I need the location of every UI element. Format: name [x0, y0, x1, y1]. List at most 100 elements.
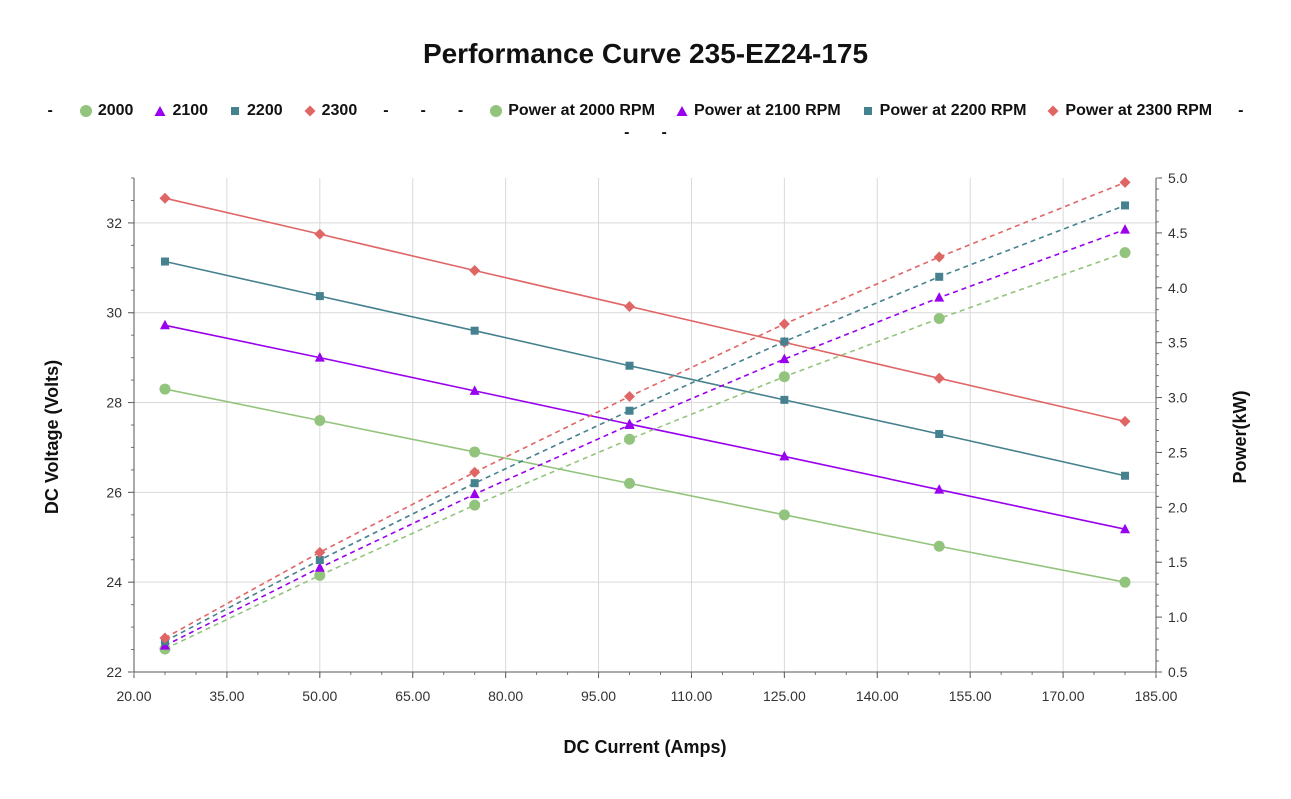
data-point-triangle[interactable]: [159, 319, 170, 330]
x-tick-label: 170.00: [1042, 688, 1085, 704]
x-tick-label: 20.00: [116, 688, 151, 704]
data-point-circle[interactable]: [1119, 247, 1131, 259]
legend-item-power-2300[interactable]: Power at 2300 RPM: [1046, 102, 1212, 120]
power-series-line: [164, 204, 1126, 642]
legend-dash: -: [661, 124, 667, 141]
x-tick-label: 35.00: [209, 688, 244, 704]
data-point-triangle[interactable]: [314, 562, 325, 572]
grid: [133, 178, 1157, 673]
legend-label: Power at 2000 RPM: [508, 102, 655, 119]
data-point-square[interactable]: [625, 406, 634, 415]
y2-tick-label: 0.5: [1168, 664, 1188, 680]
data-point-circle[interactable]: [624, 477, 636, 489]
legend-item-2000[interactable]: 2000: [79, 102, 133, 120]
data-point-diamond[interactable]: [314, 228, 326, 240]
data-point-square[interactable]: [1121, 471, 1130, 480]
data-point-triangle[interactable]: [934, 484, 945, 494]
data-point-triangle[interactable]: [1120, 523, 1131, 534]
series-0: [159, 383, 1131, 588]
data-point-circle[interactable]: [778, 509, 790, 521]
data-point-diamond[interactable]: [624, 390, 636, 402]
x-tick-label: 80.00: [488, 688, 523, 704]
legend: - 2000 2100 2200 2300 - - - Power at 200…: [0, 100, 1291, 144]
y2-tick-label: 4.5: [1168, 225, 1188, 241]
data-point-diamond[interactable]: [469, 265, 481, 277]
data-point-diamond[interactable]: [314, 546, 326, 558]
legend-dash: -: [47, 102, 53, 119]
data-point-triangle[interactable]: [469, 488, 480, 499]
data-point-circle[interactable]: [1119, 576, 1131, 588]
legend-item-2100[interactable]: 2100: [153, 102, 208, 120]
data-point-circle[interactable]: [314, 415, 326, 427]
y-tick-label: 32: [106, 215, 122, 231]
y2-tick-label: 2.5: [1168, 444, 1188, 460]
y2-tick-label: 3.5: [1168, 335, 1188, 351]
data-point-circle[interactable]: [159, 383, 171, 395]
triangle-marker-icon: [153, 104, 167, 118]
legend-item-2200[interactable]: 2200: [228, 102, 283, 120]
x-tick-label: 95.00: [581, 688, 616, 704]
legend-dash: -: [420, 102, 426, 119]
series-layer: [159, 176, 1131, 655]
data-point-diamond[interactable]: [469, 466, 481, 478]
series-3: [159, 192, 1131, 427]
data-point-square[interactable]: [315, 292, 324, 301]
data-point-circle[interactable]: [469, 446, 481, 458]
data-point-diamond[interactable]: [159, 632, 171, 644]
x-tick-label: 185.00: [1135, 688, 1178, 704]
data-point-square[interactable]: [625, 361, 634, 370]
data-point-triangle[interactable]: [624, 419, 635, 430]
legend-item-power-2100[interactable]: Power at 2100 RPM: [675, 102, 841, 120]
x-tick-label: 140.00: [856, 688, 899, 704]
data-point-square[interactable]: [470, 479, 479, 488]
legend-row-1: - 2000 2100 2200 2300 - - - Power at 200…: [0, 100, 1291, 122]
legend-label: 2200: [247, 102, 283, 119]
data-point-triangle[interactable]: [779, 450, 790, 461]
legend-label: Power at 2100 RPM: [693, 102, 841, 119]
y-tick-label: 26: [106, 484, 122, 500]
data-point-circle[interactable]: [778, 371, 790, 383]
data-point-square[interactable]: [315, 556, 324, 565]
data-point-square[interactable]: [1121, 201, 1130, 210]
data-point-circle[interactable]: [624, 433, 636, 445]
data-point-diamond[interactable]: [624, 300, 636, 312]
legend-item-power-2200[interactable]: Power at 2200 RPM: [861, 102, 1026, 120]
data-point-circle[interactable]: [933, 540, 945, 552]
data-point-diamond[interactable]: [159, 192, 171, 204]
data-point-diamond[interactable]: [933, 251, 945, 263]
data-point-triangle[interactable]: [1120, 224, 1131, 234]
legend-row-2: - -: [0, 122, 1291, 144]
data-point-square[interactable]: [160, 257, 169, 266]
legend-item-2300[interactable]: 2300: [303, 102, 358, 120]
x-tick-label: 50.00: [302, 688, 337, 704]
data-point-diamond[interactable]: [1119, 415, 1131, 427]
y2-tick-label: 5.0: [1168, 170, 1188, 186]
data-point-triangle[interactable]: [779, 353, 790, 364]
x-tick-label: 65.00: [395, 688, 430, 704]
data-point-triangle[interactable]: [469, 385, 480, 395]
data-point-square[interactable]: [780, 337, 789, 346]
series-7: [159, 176, 1131, 644]
legend-label: 2300: [321, 102, 358, 119]
axes: 20.00 35.00 50.00 65.00 80.00 95.00 110.00 125.…: [106, 170, 1187, 704]
data-point-diamond[interactable]: [933, 372, 945, 384]
data-point-square[interactable]: [935, 272, 944, 281]
y2-tick-label: 4.0: [1168, 280, 1188, 296]
data-point-circle[interactable]: [314, 569, 326, 581]
legend-item-power-2000[interactable]: Power at 2000 RPM: [489, 102, 655, 120]
data-point-square[interactable]: [780, 395, 789, 404]
y-tick-label: 28: [106, 395, 122, 411]
series-5: [159, 224, 1131, 650]
data-point-square[interactable]: [935, 429, 944, 438]
data-point-diamond[interactable]: [778, 318, 790, 330]
data-point-triangle[interactable]: [314, 352, 325, 362]
y-tick-label: 24: [106, 574, 122, 590]
voltage-series-line: [164, 197, 1126, 423]
data-point-square[interactable]: [470, 326, 479, 335]
series-6: [160, 201, 1130, 646]
x-tick-label: 155.00: [949, 688, 992, 704]
data-point-triangle[interactable]: [934, 292, 945, 302]
data-point-circle[interactable]: [933, 313, 945, 325]
data-point-diamond[interactable]: [1119, 176, 1131, 188]
data-point-circle[interactable]: [469, 499, 481, 511]
